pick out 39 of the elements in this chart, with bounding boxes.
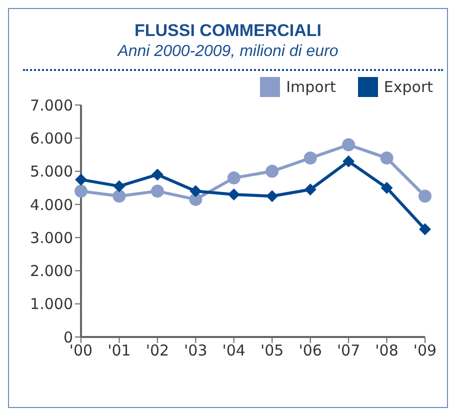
point [150, 184, 164, 198]
point [419, 223, 431, 236]
y-tick-label: 4.000 [30, 196, 73, 214]
point [342, 155, 355, 168]
point [266, 190, 278, 202]
point [380, 182, 393, 194]
point [74, 184, 88, 198]
x-tick-label: '08 [375, 342, 398, 360]
point [304, 152, 317, 165]
chart-subtitle: Anni 2000-2009, milioni di euro [116, 43, 340, 61]
point [380, 152, 394, 165]
y-tick-label: 6.000 [30, 129, 73, 148]
point [151, 168, 164, 181]
x-tick-label: '02 [146, 342, 170, 360]
x-tick-label: '03 [184, 342, 208, 360]
point [190, 185, 202, 198]
legend-label: Export [384, 78, 433, 96]
chart-title: FLUSSI COMMERCIALI [134, 21, 322, 41]
x-tick-label: '06 [298, 342, 322, 360]
x-tick-label: '07 [336, 342, 360, 360]
x-tick-label: '09 [413, 342, 437, 360]
x-tick-label: '01 [108, 342, 131, 360]
point [418, 190, 432, 203]
y-tick-label: 1.000 [30, 295, 73, 314]
point [266, 164, 279, 178]
y-tick-label: 7.000 [30, 96, 73, 114]
point [228, 188, 240, 200]
legend-label: Import [286, 78, 336, 96]
point [342, 138, 356, 152]
point [113, 180, 126, 192]
y-tick-label: 2.000 [30, 262, 73, 280]
y-tick-label: 5.000 [30, 162, 73, 181]
x-tick-label: '04 [222, 342, 246, 360]
point [304, 184, 316, 196]
y-tick-label: 3.000 [30, 228, 73, 247]
x-tick-label: '05 [260, 342, 284, 360]
point [112, 190, 126, 203]
point [75, 174, 87, 186]
point [227, 171, 240, 184]
